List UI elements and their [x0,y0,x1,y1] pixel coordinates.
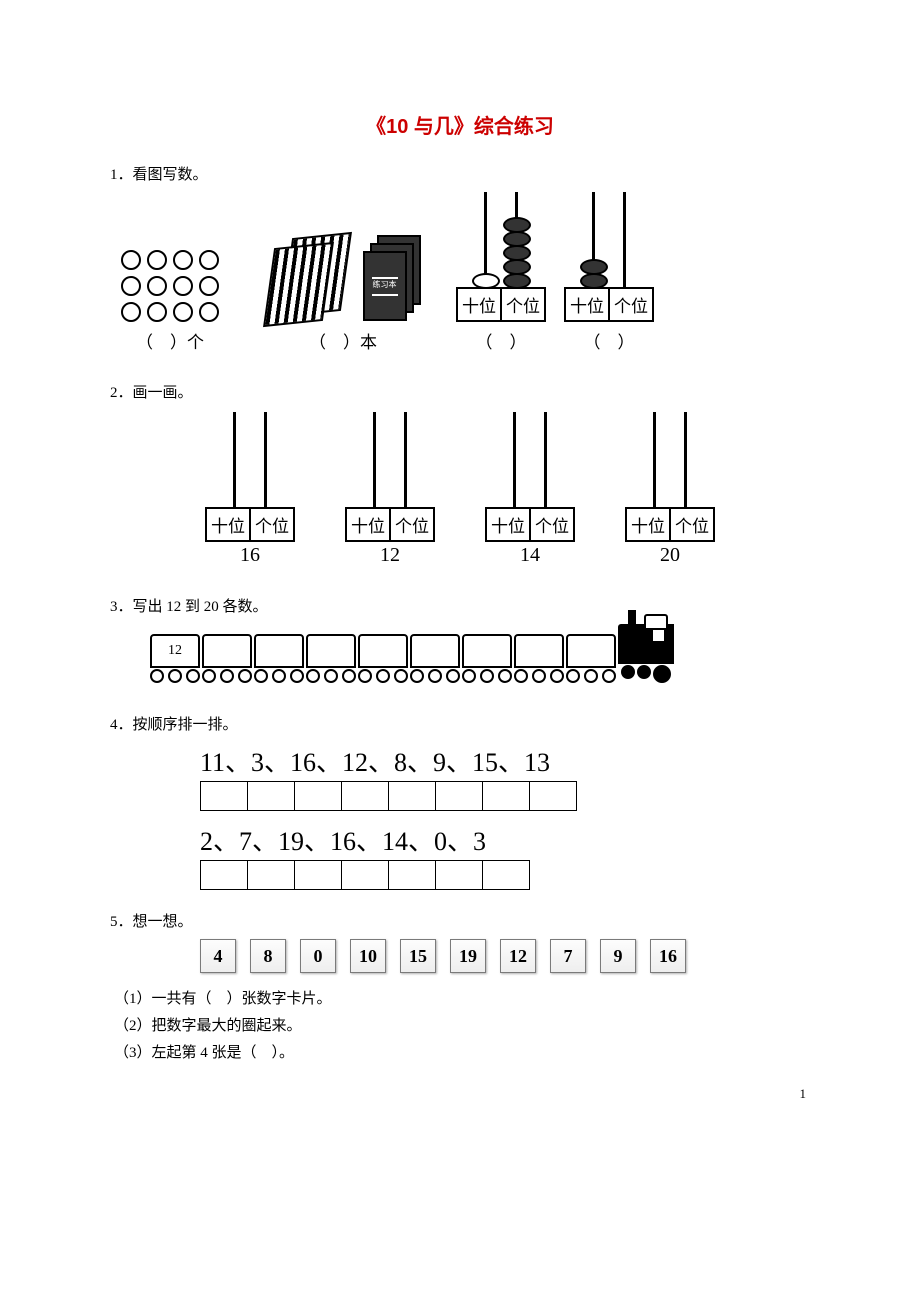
q1-item-abacus-15: 十位个位 （ ） [456,192,546,353]
q4-boxes-1 [200,781,577,811]
q5-cards: 480 10 15 19 12 79 16 [200,939,810,973]
place-box: 十位个位 [456,287,546,322]
q1-item-abacus-20: 十位个位 （ ） [564,192,654,353]
q2-abacus-2: 十位个位 12 [345,412,435,567]
number-card: 10 [350,939,386,973]
page-number: 1 [110,1086,810,1102]
q1-item-books: 练习本 练习本 练习本 （ ）本 [248,227,438,353]
train-icon: 12 [150,624,810,683]
number-card: 19 [450,939,486,973]
number-card: 9 [600,939,636,973]
q2-num-2: 12 [380,544,400,567]
q1-prompt: 1．看图写数。 [110,163,810,184]
q2-num-1: 16 [240,544,260,567]
rod-ones [515,192,518,287]
notebooks-icon: 练习本 练习本 练习本 [363,227,418,322]
q5-sub-1: （1）一共有（ ）张数字卡片。 [114,987,810,1008]
train-car [514,634,564,683]
q1-row: （ ）个 练习本 练习本 练习本 （ ）本 [110,192,810,353]
q1-caption-2: （ ）本 [309,328,377,353]
train-car [306,634,356,683]
q2-row: 十位个位 16 十位个位 12 十位个位 14 十位个位 20 [110,412,810,567]
circles-12 [121,250,219,322]
q4-seq-2: 2、7、19、16、14、0、3 [200,821,810,858]
q1-item-circles: （ ）个 [110,250,230,353]
q2-abacus-1: 十位个位 16 [205,412,295,567]
number-card: 0 [300,939,336,973]
train-car [462,634,512,683]
q1-caption-4: （ ） [584,328,635,353]
q2-num-3: 14 [520,544,540,567]
q2-num-4: 20 [660,544,680,567]
q1-caption-3: （ ） [476,328,527,353]
train-car [566,634,616,683]
rod-tens [484,192,487,287]
number-card: 7 [550,939,586,973]
q4-prompt: 4．按顺序排一排。 [110,713,810,734]
train-car: 12 [150,634,200,683]
place-box: 十位个位 [564,287,654,322]
q2-abacus-4: 十位个位 20 [625,412,715,567]
q2-prompt: 2．画一画。 [110,381,810,402]
train-car [254,634,304,683]
number-card: 12 [500,939,536,973]
train-car [202,634,252,683]
q4-boxes-2 [200,860,530,890]
train-car [358,634,408,683]
q3-prompt: 3．写出 12 到 20 各数。 [110,595,810,616]
q1-caption-1: （ ）个 [136,328,204,353]
page-title: 《10 与几》综合练习 [110,110,810,139]
train-car [410,634,460,683]
q5-sub-2: （2）把数字最大的圈起来。 [114,1014,810,1035]
number-card: 15 [400,939,436,973]
rod-ones [623,192,626,287]
q4-seq-1: 11、3、16、12、8、9、15、13 [200,742,810,779]
rod-tens [592,192,595,287]
q5-sub-3: （3）左起第 4 张是（ ）。 [114,1041,810,1062]
books-bundle-icon [269,227,359,322]
q5-prompt: 5．想一想。 [110,910,810,931]
locomotive-icon [618,624,674,683]
number-card: 16 [650,939,686,973]
number-card: 4 [200,939,236,973]
number-card: 8 [250,939,286,973]
q2-abacus-3: 十位个位 14 [485,412,575,567]
